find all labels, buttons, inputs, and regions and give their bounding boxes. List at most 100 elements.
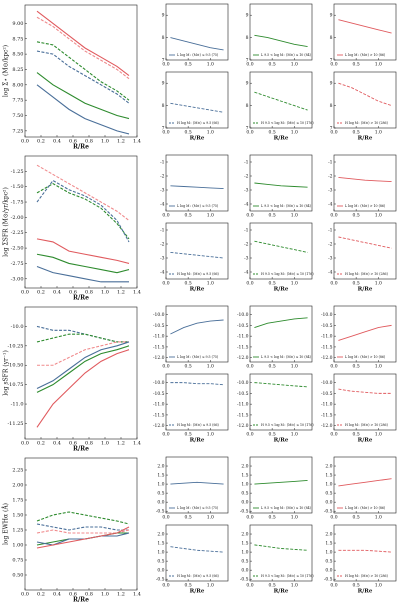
x-axis-label: R/Re xyxy=(274,287,289,293)
y-tick-label: 1.5 xyxy=(241,541,248,547)
x-tick-label: 0.5 xyxy=(269,281,276,287)
x-tick-label: 0.0 xyxy=(162,583,169,589)
y-tick-label: -11.5 xyxy=(153,344,165,350)
series-line xyxy=(36,511,130,525)
legend-label: L 9.5 < log M⋆ (M⊙) ≤ 10 (84) xyxy=(261,204,311,208)
x-tick-label: 0.4 xyxy=(53,290,61,296)
y-tick-label: 2.0 xyxy=(157,464,164,470)
y-tick-label: -10.0 xyxy=(237,380,249,386)
series-line xyxy=(254,182,308,188)
x-axis-label: R/Re xyxy=(190,589,205,595)
y-tick-label: -2 xyxy=(244,242,249,248)
legend-label: H 9.5 < log M⋆ (M⊙) ≤ 10 (176) xyxy=(261,423,314,427)
x-tick-label: 0.6 xyxy=(69,592,77,598)
y-tick-label: -10.0 xyxy=(11,324,24,330)
legend-label: L log M⋆ (M⊙) ≤ 9.5 (75) xyxy=(177,355,218,359)
y-axis-label: log sSFR (yr⁻¹) xyxy=(3,350,10,396)
series-line xyxy=(338,478,392,487)
legend-label: H log M⋆ (M⊙) ≤ 9.5 (66) xyxy=(177,272,219,276)
y-tick-label: -11.5 xyxy=(237,412,249,418)
x-tick-label: 0.0 xyxy=(246,515,253,521)
x-tick-label: 0.5 xyxy=(269,62,276,68)
y-tick-label: -3 xyxy=(160,256,165,262)
y-tick-label: -11.5 xyxy=(321,344,333,350)
x-tick-label: 0.5 xyxy=(269,213,276,219)
y-tick-label: -11.0 xyxy=(321,402,333,408)
y-tick-label: 7.75 xyxy=(12,98,23,104)
x-axis-label: R/Re xyxy=(73,295,89,302)
y-tick-label: 0.5 xyxy=(325,491,332,497)
plot-frame xyxy=(165,222,229,280)
y-tick-label: -12.0 xyxy=(321,355,333,361)
x-tick-label: 0.0 xyxy=(246,583,253,589)
y-tick-label: -4 xyxy=(328,270,333,276)
y-tick-label: 0.0 xyxy=(157,500,164,506)
plot-frame xyxy=(249,71,313,129)
x-tick-label: 0.5 xyxy=(353,583,360,589)
y-tick-label: -2 xyxy=(160,174,165,180)
legend-label: H log M⋆ (M⊙) > 10 (286) xyxy=(345,423,388,427)
y-tick-label: -2 xyxy=(244,174,249,180)
x-tick-label: 0.6 xyxy=(69,139,77,145)
series-line xyxy=(36,349,130,428)
plot-frame xyxy=(249,154,313,212)
plot-frame xyxy=(333,222,397,280)
plot-frame xyxy=(24,4,138,138)
y-tick-label: 9.00 xyxy=(12,21,23,27)
plot-frame xyxy=(24,306,138,440)
x-tick-label: 1.0 xyxy=(101,290,109,296)
y-tick-label: 9 xyxy=(330,81,333,87)
y-axis-label: log EWHα (Å) xyxy=(2,503,10,545)
x-tick-label: 1.2 xyxy=(117,592,125,598)
y-tick-label: 8.75 xyxy=(12,36,23,42)
plot-frame xyxy=(24,457,138,591)
plot-frame xyxy=(249,456,313,514)
x-tick-label: 0.5 xyxy=(353,130,360,136)
x-tick-label: 0.0 xyxy=(246,364,253,370)
y-tick-label: -1.50 xyxy=(11,184,24,190)
y-tick-label: -3.00 xyxy=(11,276,24,282)
series-line xyxy=(36,50,130,104)
legend-label: H log M⋆ (M⊙) ≤ 9.5 (66) xyxy=(177,574,219,578)
y-tick-label: -2 xyxy=(328,242,333,248)
x-tick-label: 0.8 xyxy=(85,441,93,447)
x-tick-label: 0.0 xyxy=(162,432,169,438)
plot-frame xyxy=(249,3,313,61)
y-axis-label: log Σ⋆ (M⊙/kpc²) xyxy=(3,45,10,97)
y-tick-label: 1.5 xyxy=(157,473,164,479)
x-tick-label: 0.8 xyxy=(85,290,93,296)
y-tick-label: -11.5 xyxy=(153,412,165,418)
y-tick-label: 0.0 xyxy=(157,568,164,574)
y-tick-label: -3 xyxy=(328,188,333,194)
y-tick-label: 8 xyxy=(162,103,165,109)
x-tick-label: 0.5 xyxy=(185,281,192,287)
y-tick-label: 0.50 xyxy=(12,573,23,579)
x-tick-label: 1.0 xyxy=(291,432,298,438)
y-tick-label: 7 xyxy=(162,126,165,132)
x-tick-label: 0.5 xyxy=(353,364,360,370)
y-tick-label: -10.5 xyxy=(321,391,333,397)
y-tick-label: 0.5 xyxy=(157,559,164,565)
y-tick-label: -12.0 xyxy=(153,423,165,429)
y-tick-label: -0.5 xyxy=(324,577,333,583)
y-tick-label: -1 xyxy=(160,160,165,166)
y-tick-label: 8 xyxy=(162,35,165,41)
series-line xyxy=(36,341,130,390)
x-tick-label: 1.0 xyxy=(291,364,298,370)
y-tick-label: 2.0 xyxy=(241,532,248,538)
series-line xyxy=(36,253,130,274)
y-tick-label: 0.0 xyxy=(325,568,332,574)
series-line xyxy=(338,82,392,107)
y-tick-label: 9 xyxy=(246,81,249,87)
x-tick-label: 1.0 xyxy=(101,139,109,145)
y-tick-label: -0.5 xyxy=(240,577,249,583)
x-tick-label: 0.4 xyxy=(53,139,61,145)
x-tick-label: 1.0 xyxy=(291,213,298,219)
legend-label: L 9.5 < log M⋆ (M⊙) ≤ 10 (84) xyxy=(261,355,311,359)
y-tick-label: -10.0 xyxy=(153,312,165,318)
x-tick-label: 1.0 xyxy=(207,130,214,136)
x-tick-label: 0.0 xyxy=(246,130,253,136)
y-tick-label: 8 xyxy=(330,103,333,109)
y-tick-label: 8.25 xyxy=(12,67,23,73)
y-tick-label: 7 xyxy=(246,126,249,132)
